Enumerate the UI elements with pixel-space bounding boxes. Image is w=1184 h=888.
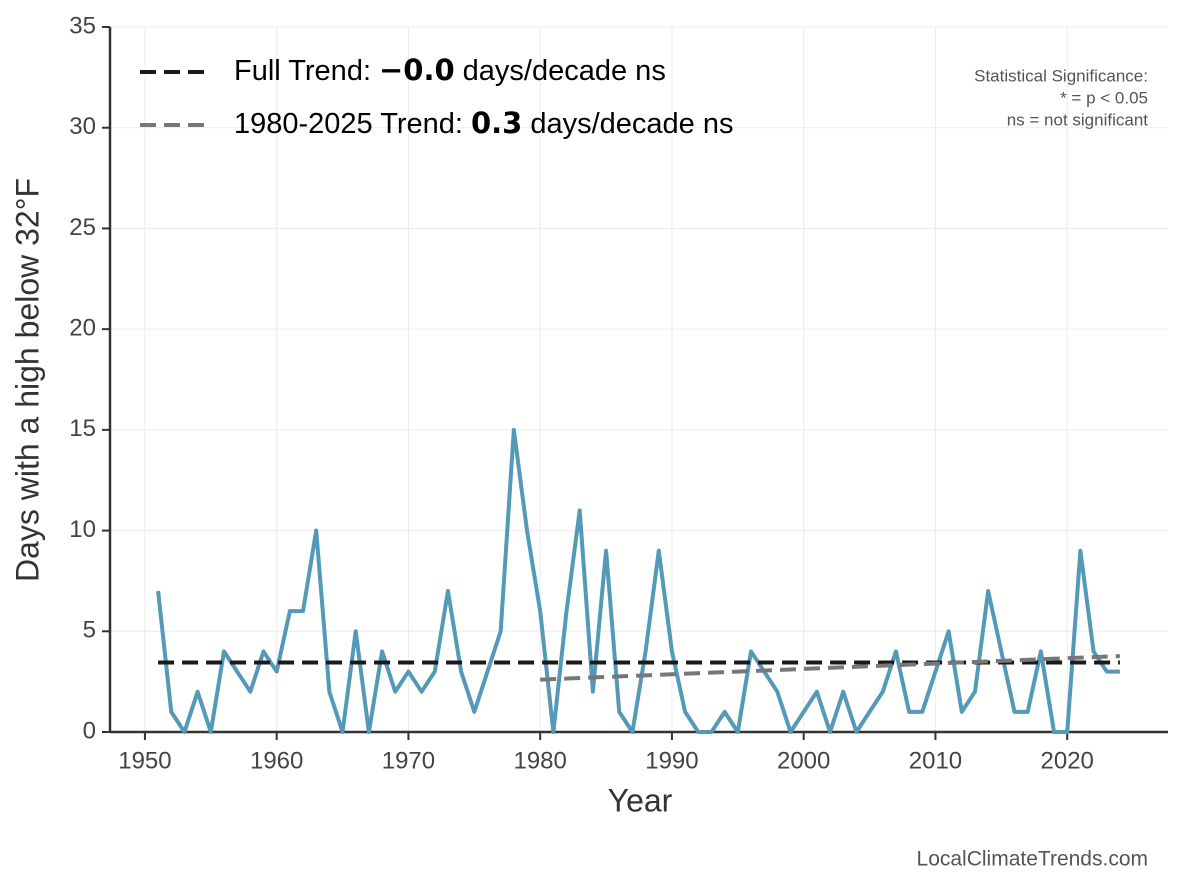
- y-tick-label: 30: [69, 113, 96, 140]
- legend-suffix: days/decade ns: [463, 55, 666, 87]
- legend-label: 1980-2025 Trend: 0.3 days/decade ns: [234, 106, 734, 140]
- y-tick-label: 0: [83, 717, 96, 744]
- x-tick-label: 2010: [909, 747, 962, 774]
- x-tick-label: 1960: [250, 747, 303, 774]
- data-line: [156, 427, 1120, 734]
- y-axis-label: Days with a high below 32°F: [9, 178, 45, 582]
- y-tick-label: 10: [69, 516, 96, 543]
- x-tick-label: 1950: [118, 747, 171, 774]
- x-axis-label: Year: [608, 782, 673, 818]
- significance-note: ns = not significant: [1007, 110, 1149, 129]
- y-tick-label: 5: [83, 617, 96, 644]
- legend-value: 0.3: [471, 106, 522, 140]
- x-tick-label: 1980: [513, 747, 566, 774]
- legend-prefix: Full Trend:: [234, 55, 371, 87]
- source: LocalClimateTrends.com: [917, 848, 1148, 871]
- x-tick-label: 1990: [645, 747, 698, 774]
- y-tick-label: 35: [69, 12, 96, 39]
- x-tick-label: 1970: [382, 747, 435, 774]
- y-tick-label: 15: [69, 415, 96, 442]
- significance-note: * = p < 0.05: [1060, 88, 1148, 107]
- y-tick-label: 25: [69, 214, 96, 241]
- x-tick-label: 2000: [777, 747, 830, 774]
- significance-note: Statistical Significance:: [974, 66, 1148, 85]
- legend-label: Full Trend: −0.0 days/decade ns: [234, 53, 666, 87]
- legend-suffix: days/decade ns: [530, 108, 733, 140]
- x-tick-label: 2020: [1041, 747, 1094, 774]
- trend-line: [540, 654, 1120, 682]
- legend-prefix: 1980-2025 Trend:: [234, 108, 463, 140]
- y-tick-label: 20: [69, 314, 96, 341]
- legend-value: −0.0: [379, 53, 455, 87]
